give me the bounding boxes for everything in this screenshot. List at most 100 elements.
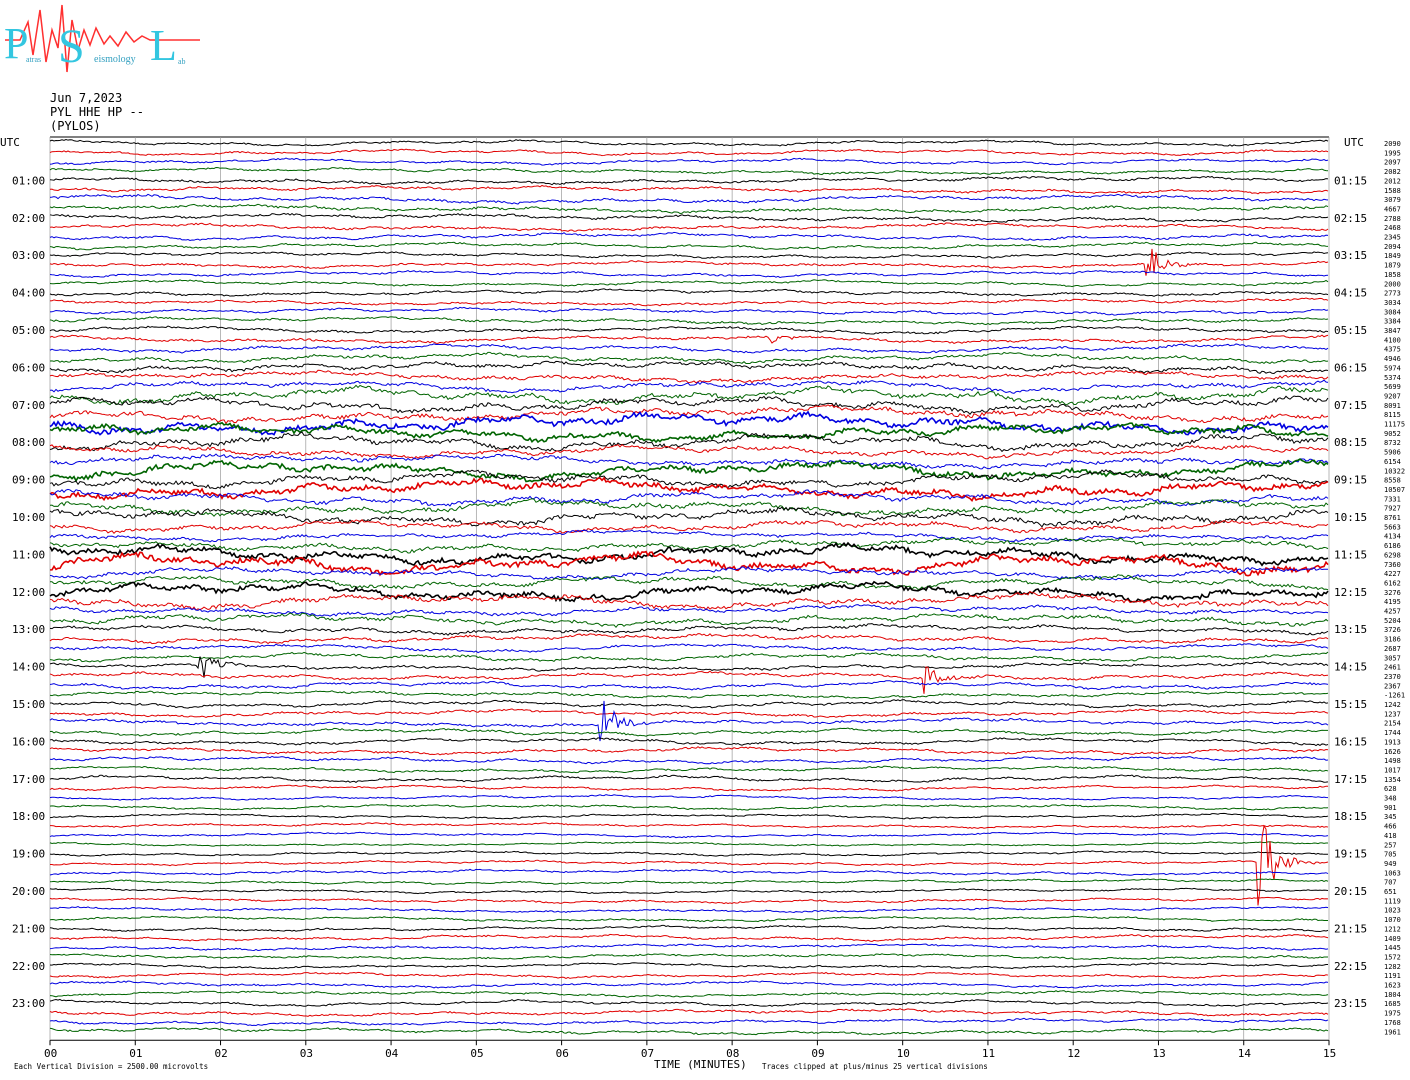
trace-count-label: 707: [1384, 879, 1397, 887]
trace-line: [49, 915, 1329, 923]
trace-count-label: 4257: [1384, 608, 1401, 616]
trace-count-label: 1849: [1384, 252, 1401, 260]
trace-count-label: 1768: [1384, 1019, 1401, 1027]
svg-text:atras: atras: [26, 55, 41, 64]
trace-line: [49, 623, 1329, 636]
left-hour-label: 16:00: [12, 735, 45, 748]
right-hour-label: 02:15: [1334, 212, 1367, 225]
left-hour-label: 23:00: [12, 997, 45, 1010]
trace-count-label: 5374: [1384, 374, 1401, 382]
svg-text:P: P: [4, 19, 28, 68]
trace-line: [49, 443, 1329, 460]
trace-line: [49, 633, 1329, 645]
trace-line: [49, 148, 1329, 157]
trace-count-label: 345: [1384, 813, 1397, 821]
date-label: Jun 7,2023: [50, 91, 123, 105]
trace-line: [49, 612, 1329, 629]
trace-count-label: 2773: [1384, 290, 1401, 298]
x-tick-label: 13: [1152, 1047, 1165, 1060]
right-hour-label: 16:15: [1334, 735, 1367, 748]
trace-count-label: 6186: [1384, 542, 1401, 550]
trace-line: [49, 498, 1329, 517]
trace-count-label: 1995: [1384, 149, 1401, 157]
x-tick-label: 06: [556, 1047, 569, 1060]
trace-count-label: 7927: [1384, 505, 1401, 513]
trace-line: [49, 157, 1329, 166]
trace-count-label: 1913: [1384, 738, 1401, 746]
left-hour-label: 01:00: [12, 174, 45, 187]
trace-line: [49, 566, 1329, 581]
right-hour-label: 05:15: [1334, 324, 1367, 337]
trace-line: [49, 1017, 1329, 1027]
trace-count-label: 10507: [1384, 486, 1405, 494]
trace-line: [49, 708, 1329, 718]
trace-line: [49, 990, 1329, 998]
trace-count-label: 8558: [1384, 477, 1401, 485]
trace-line: [49, 334, 1329, 344]
trace-line: [49, 699, 1329, 709]
left-hour-label: 15:00: [12, 698, 45, 711]
trace-line: [49, 431, 1329, 453]
left-hour-label: 18:00: [12, 810, 45, 823]
trace-line: [49, 680, 1329, 691]
right-hour-label: 04:15: [1334, 287, 1367, 300]
trace-count-label: 2345: [1384, 234, 1401, 242]
trace-count-label: 7331: [1384, 495, 1401, 503]
trace-line: [49, 784, 1329, 792]
trace-count-label: 5906: [1384, 449, 1401, 457]
trace-line: [49, 476, 1329, 502]
trace-line: [49, 306, 1329, 316]
trace-count-label: 8732: [1384, 439, 1401, 447]
trace-line: [49, 841, 1329, 847]
trace-count-label: 1623: [1384, 982, 1401, 990]
trace-count-label: 4227: [1384, 570, 1401, 578]
trace-line: [49, 270, 1329, 279]
trace-line: [49, 1027, 1329, 1036]
right-hour-label: 10:15: [1334, 511, 1367, 524]
x-tick-label: 14: [1238, 1047, 1252, 1060]
trace-count-label: 4667: [1384, 205, 1401, 213]
trace-line: [49, 590, 1329, 611]
right-hour-label: 09:15: [1334, 474, 1367, 487]
left-hour-label: 11:00: [12, 548, 45, 561]
trace-count-label: 1572: [1384, 953, 1401, 961]
trace-count-label: 6162: [1384, 579, 1401, 587]
trace-count-label: 1858: [1384, 271, 1401, 279]
trace-count-label: 5204: [1384, 617, 1401, 625]
trace-line: [49, 755, 1329, 765]
trace-count-label: 6154: [1384, 458, 1401, 466]
trace-count-label: 2461: [1384, 664, 1401, 672]
trace-line: [49, 343, 1329, 354]
left-hour-label: 10:00: [12, 511, 45, 524]
trace-count-label: 2090: [1384, 140, 1401, 148]
trace-count-label: 1119: [1384, 897, 1401, 905]
trace-line: [49, 580, 1329, 603]
svg-text:S: S: [58, 20, 85, 73]
trace-count-label: 1191: [1384, 972, 1401, 980]
right-hour-label: 08:15: [1334, 436, 1367, 449]
trace-count-label: 949: [1384, 860, 1397, 868]
trace-count-label: -1261: [1384, 692, 1405, 700]
right-axis-title: UTC: [1344, 136, 1364, 149]
trace-line: [49, 794, 1329, 801]
trace-count-label: 9052: [1384, 430, 1401, 438]
trace-line: [49, 746, 1329, 756]
trace-line: [49, 690, 1329, 700]
trace-line: [49, 812, 1329, 820]
trace-count-label: 1498: [1384, 757, 1401, 765]
trace-line: [49, 518, 1329, 535]
x-tick-label: 11: [982, 1047, 995, 1060]
trace-line: [49, 550, 1329, 577]
trace-count-label: 2082: [1384, 168, 1401, 176]
trace-line: [49, 727, 1329, 737]
trace-count-label: 4946: [1384, 355, 1401, 363]
trace-count-label: 1070: [1384, 916, 1401, 924]
trace-line: [49, 184, 1329, 195]
division-footnote: Each Vertical Division = 2500.00 microvo…: [14, 1062, 208, 1071]
trace-line: [49, 604, 1329, 617]
trace-line: [49, 231, 1329, 242]
trace-line: [49, 896, 1329, 905]
trace-count-label: 5974: [1384, 364, 1401, 372]
right-hour-label: 01:15: [1334, 174, 1367, 187]
